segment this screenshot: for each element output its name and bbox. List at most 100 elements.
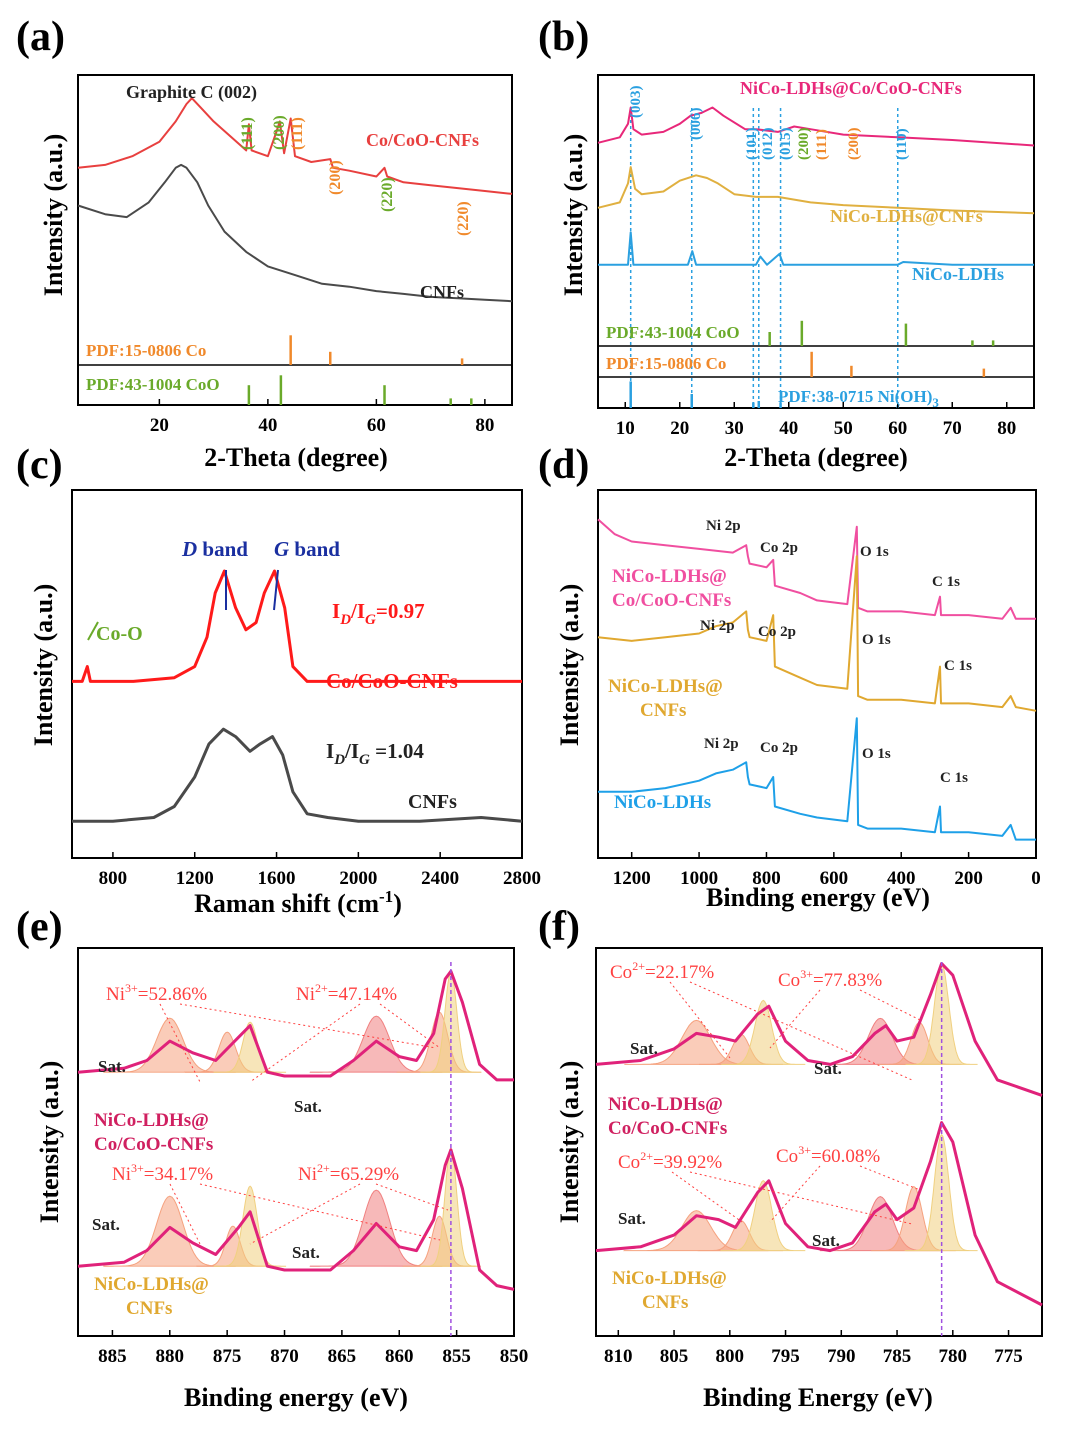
a-peak-220-green: (220) [379,177,396,212]
b-x-tick-label-50: 50 [834,418,853,439]
b-peak-101: (101) [744,128,760,161]
c-x-tick-label-2000: 2000 [339,868,377,889]
d-ni2p-2: Ni 2p [700,618,735,634]
panel-d-letter: (d) [538,442,589,488]
d-ni2p-3: Ni 2p [704,736,739,752]
f-leader-3 [859,989,921,1021]
d-c1s-1: C 1s [932,574,960,590]
e-label-2a: NiCo-LDHs@ [94,1274,209,1295]
e-x-tick-label-870: 870 [270,1346,299,1367]
e-ni3-bottom: Ni3+=34.17% [112,1161,213,1185]
f-bot-fit-co3-b [904,1133,978,1252]
e-leader-5 [199,1183,441,1241]
co-coo-cnfs-label: Co/CoO-CNFs [366,130,479,150]
f-co2-top: Co2+=22.17% [610,959,714,983]
panel-c-ylabel: Intensity (a.u.) [29,584,58,747]
d-x-tick-label-1000: 1000 [680,868,718,889]
e-leader-4 [169,1183,201,1245]
a-x-tick-label-80: 80 [475,415,494,436]
e-x-tick-label-880: 880 [156,1346,185,1367]
b-peak-003: (003) [628,86,644,119]
e-x-tick-label-865: 865 [328,1346,357,1367]
c-x-tick-label-800: 800 [99,868,128,889]
c-x-tick-label-2800: 2800 [503,868,541,889]
d-c1s-3: C 1s [940,770,968,786]
f-label-1b: Co/CoO-CNFs [608,1118,727,1139]
panel-f: (f) 810 805 800 795 790 785 780 775 Binding Ene… [538,904,1043,1412]
f-leader-4 [671,1171,743,1223]
b-series-2 [597,166,1035,215]
panel-b: (b) 10 20 30 40 50 60 70 80 2-Theta (degree) In… [538,14,1035,472]
b-x-tick-label-20: 20 [670,418,689,439]
panel-f-letter: (f) [538,904,580,950]
d-x-tick-label-1200: 1200 [613,868,651,889]
c-coo-arrow [87,621,99,641]
d-label-3: NiCo-LDHs [614,792,711,813]
panel-c-plot: 800 1200 1600 2000 2400 2800 [72,569,541,889]
panel-e: (e) 885 880 875 870 865 860 855 850 Binding ene… [16,904,528,1412]
panel-b-plot: 10 20 30 40 50 60 70 80 [597,106,1035,439]
f-leader-0 [669,981,731,1059]
f-x-tick-label-785: 785 [883,1346,912,1367]
pdf-coo-label: PDF:43-1004 CoO [86,375,220,394]
f-label-2b: CNFs [642,1292,688,1313]
e-leader-6 [249,1183,361,1245]
panel-e-xlabel: Binding energy (eV) [184,1383,408,1412]
b-peak-110: (110) [894,128,910,160]
c-gband-arrow [273,569,279,611]
f-leader-7 [859,1165,921,1191]
f-leader-6 [769,1165,821,1223]
b-x-tick-label-30: 30 [725,418,744,439]
e-sat-1: Sat. [98,1057,126,1076]
d-series-1 [597,518,1036,620]
f-leader-5 [689,1171,913,1225]
e-bot-fit-ni2-a [213,1185,287,1267]
b-pdf-coo: PDF:43-1004 CoO [606,323,740,342]
e-bot-fit-sat2 [309,1189,443,1267]
f-leader-2 [769,989,821,1049]
b-x-tick-label-40: 40 [779,418,798,439]
d-series-3 [598,717,1036,841]
a-series-cnfs [77,163,513,303]
a-peak-111-green: (111) [239,117,256,150]
d-x-tick-label-0: 0 [1031,868,1041,889]
f-x-tick-label-775: 775 [994,1346,1023,1367]
e-x-tick-label-855: 855 [442,1346,471,1367]
d-label-2b: CNFs [640,700,686,721]
e-x-tick-label-875: 875 [213,1346,242,1367]
b-series-3 [598,231,1034,266]
a-peak-220-orange: (220) [455,201,472,236]
panel-c: (c) 800 1200 1600 2000 2400 2800 Raman shift … [16,442,541,918]
panel-c-letter: (c) [16,442,63,488]
b-peak-012: (012) [760,128,776,161]
f-x-tick-label-790: 790 [827,1346,856,1367]
e-label-2b: CNFs [126,1298,172,1319]
e-label-1a: NiCo-LDHs@ [94,1110,209,1131]
f-series-bottom [595,1121,1043,1307]
d-series-2 [597,555,1037,712]
b-x-tick-label-60: 60 [888,418,907,439]
c-coo-label: Co-O [96,623,143,645]
d-c1s-2: C 1s [944,658,972,674]
e-leader-1 [179,1003,437,1049]
d-ni2p-1: Ni 2p [706,518,741,534]
panel-b-frame [597,74,1035,409]
panel-a-plot: 20 40 60 80 [77,97,513,436]
panel-d: (d) 1200 1000 800 600 400 200 0 Binding energy… [538,442,1041,912]
a-peak-111-orange: (111) [289,117,306,150]
panel-f-frame [595,947,1043,1337]
a-series-co-coo-cnfs [77,97,513,195]
c-series-co [72,569,522,683]
d-co2p-1: Co 2p [760,540,798,556]
d-co2p-2: Co 2p [758,624,796,640]
c-x-tick-label-1600: 1600 [258,868,296,889]
panel-a-xlabel: 2-Theta (degree) [204,443,388,472]
b-peak-200-orange: (200) [846,128,862,161]
e-series-bottom [77,1148,515,1291]
f-x-tick-label-805: 805 [660,1346,689,1367]
panel-d-xlabel: Binding energy (eV) [706,883,930,912]
b-peak-200-green: (200) [796,128,812,161]
panel-e-plot: 885 880 875 870 865 860 855 850 [77,962,528,1367]
e-ni2-top: Ni2+=47.14% [296,981,397,1005]
